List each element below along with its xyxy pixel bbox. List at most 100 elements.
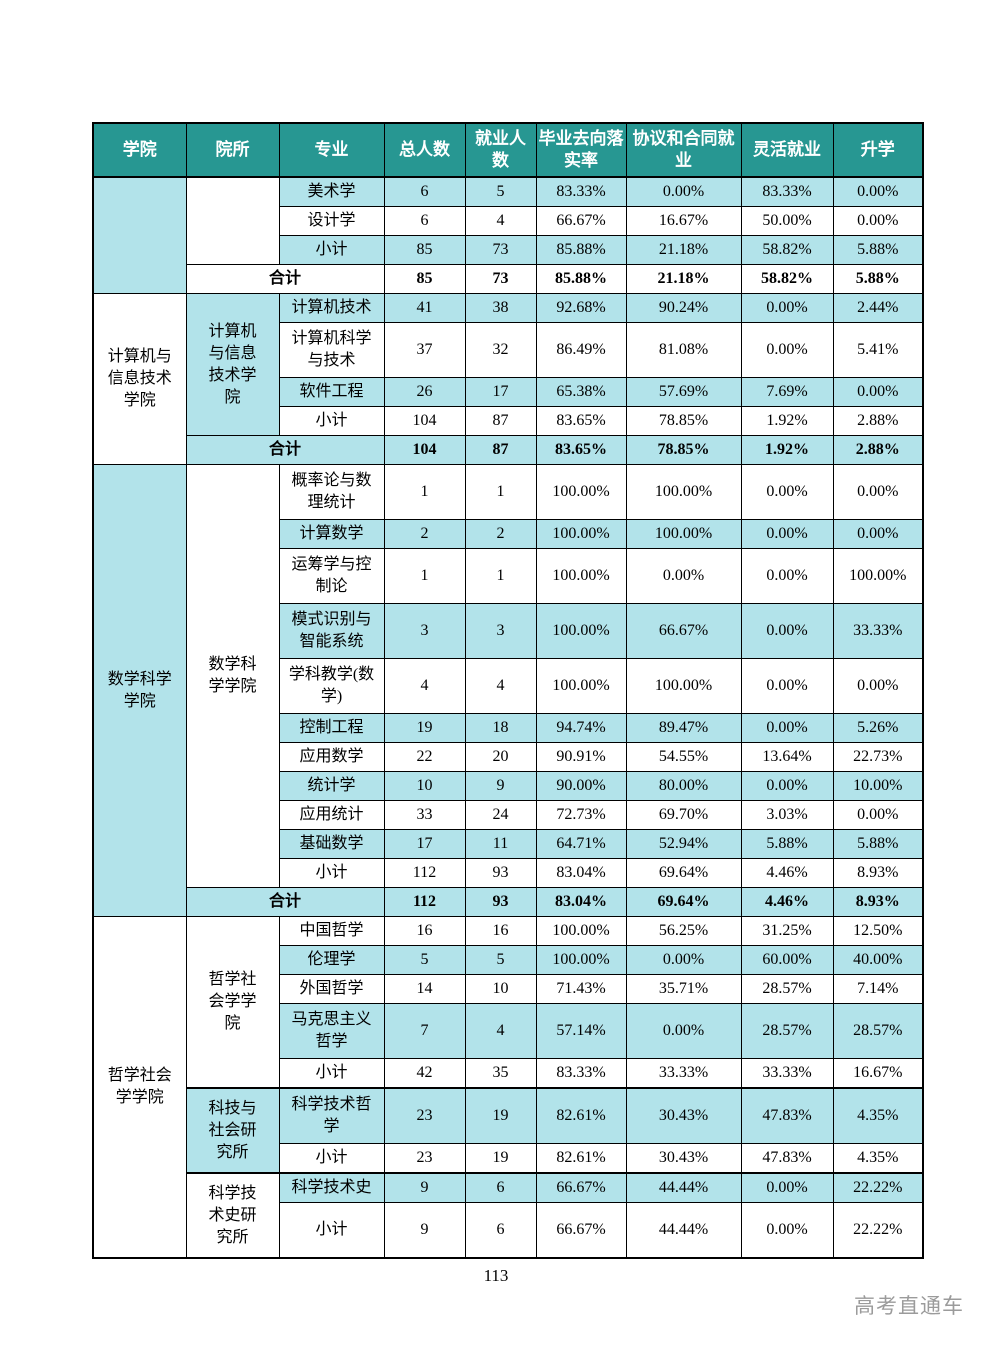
value-cell: 54.55%: [625, 742, 742, 772]
major-cell: 设计学: [278, 206, 385, 236]
value-cell: 0.00%: [832, 206, 924, 236]
value-cell: 0.00%: [740, 1172, 834, 1203]
value-cell: 30.43%: [625, 1087, 742, 1144]
column-header: 就业人数: [464, 122, 537, 178]
watermark: 高考直通车: [854, 1294, 964, 1318]
value-cell: 28.57%: [740, 1003, 834, 1059]
value-cell: 112: [383, 858, 466, 888]
value-cell: 94.74%: [535, 713, 627, 743]
value-cell: 2.88%: [832, 406, 924, 436]
value-cell: 87: [464, 406, 537, 436]
value-cell: 12.50%: [832, 916, 924, 946]
value-cell: 4: [464, 1003, 537, 1059]
column-header: 毕业去向落实率: [535, 122, 627, 178]
value-cell: 1: [383, 464, 466, 520]
value-cell: 32: [464, 322, 537, 378]
value-cell: 40.00%: [832, 945, 924, 975]
total-label-cell: 合计: [185, 887, 385, 917]
table-row: 科技与社会研究所 科学技术哲学 23 19 82.61% 30.43% 47.83% 4.35…: [93, 1087, 924, 1174]
employment-table: 学院 院所 专业 总人数 就业人数 毕业去向落实率 协议和合同就业 灵活就业 升学 美术学 6 5 8…: [92, 122, 924, 1259]
section-total-row: 合计 85 73 85.88% 21.18% 58.82% 5.88%: [93, 264, 924, 294]
value-cell: 9: [383, 1172, 466, 1203]
value-cell: 60.00%: [740, 945, 834, 975]
value-cell: 5.41%: [832, 322, 924, 378]
value-cell: 28.57%: [832, 1003, 924, 1059]
institute-cell: 科学技术史研究所: [185, 1172, 280, 1259]
section-total-row: 合计 104 87 83.65% 78.85% 1.92% 2.88%: [93, 435, 924, 465]
total-value-cell: 58.82%: [740, 264, 834, 294]
value-cell: 4.35%: [832, 1143, 924, 1174]
page-number: 113: [483, 1266, 509, 1285]
table-row: 小计 112 93 83.04% 69.64% 4.46% 8.93%: [93, 858, 924, 888]
table-row: 小计 9 6 66.67% 44.44% 0.00% 22.22%: [93, 1202, 924, 1259]
total-value-cell: 83.65%: [535, 435, 627, 465]
value-cell: 3: [383, 603, 466, 659]
value-cell: 69.64%: [625, 858, 742, 888]
value-cell: 0.00%: [740, 603, 834, 659]
value-cell: 0.00%: [740, 658, 834, 714]
major-cell: 软件工程: [278, 377, 385, 407]
value-cell: 6: [383, 206, 466, 236]
value-cell: 30.43%: [625, 1143, 742, 1174]
value-cell: 41: [383, 293, 466, 323]
value-cell: 0.00%: [625, 548, 742, 604]
major-cell: 小计: [278, 1143, 385, 1174]
total-label-cell: 合计: [185, 435, 385, 465]
value-cell: 1: [464, 464, 537, 520]
value-cell: 8.93%: [832, 858, 924, 888]
value-cell: 83.65%: [535, 406, 627, 436]
major-cell: 概率论与数理统计: [278, 464, 385, 520]
table-row: 科学技术史研究所 科学技术史 9 6 66.67% 44.44% 0.00% 22.22%: [93, 1172, 924, 1259]
major-cell: 科学技术史: [278, 1172, 385, 1203]
column-header: 总人数: [383, 122, 466, 178]
value-cell: 4.35%: [832, 1087, 924, 1144]
value-cell: 80.00%: [625, 771, 742, 801]
table-row: 伦理学 5 5 100.00% 0.00% 60.00% 40.00%: [93, 945, 924, 975]
table-row: 基础数学 17 11 64.71% 52.94% 5.88% 5.88%: [93, 829, 924, 859]
value-cell: 0.00%: [740, 713, 834, 743]
value-cell: 28.57%: [740, 974, 834, 1004]
table-row: 小计 23 19 82.61% 30.43% 47.83% 4.35%: [93, 1143, 924, 1174]
value-cell: 3.03%: [740, 800, 834, 830]
value-cell: 57.69%: [625, 377, 742, 407]
value-cell: 33.33%: [740, 1058, 834, 1089]
value-cell: 22: [383, 742, 466, 772]
total-value-cell: 104: [383, 435, 466, 465]
value-cell: 52.94%: [625, 829, 742, 859]
institute-cell: 科技与社会研究所: [185, 1087, 280, 1174]
value-cell: 100.00%: [625, 658, 742, 714]
college-cell: [92, 176, 187, 294]
college-cell: 计算机与信息技术学院: [92, 293, 187, 465]
value-cell: 100.00%: [535, 548, 627, 604]
value-cell: 0.00%: [832, 519, 924, 549]
value-cell: 10: [383, 771, 466, 801]
total-value-cell: 2.88%: [832, 435, 924, 465]
total-value-cell: 73: [464, 264, 537, 294]
value-cell: 90.24%: [625, 293, 742, 323]
total-value-cell: 85.88%: [535, 264, 627, 294]
value-cell: 66.67%: [535, 1202, 627, 1259]
column-header: 学院: [92, 122, 187, 178]
value-cell: 2: [383, 519, 466, 549]
value-cell: 21.18%: [625, 235, 742, 265]
table-row: 运筹学与控制论 1 1 100.00% 0.00% 0.00% 100.00%: [93, 548, 924, 604]
value-cell: 44.44%: [625, 1202, 742, 1259]
major-cell: 马克思主义哲学: [278, 1003, 385, 1059]
major-cell: 小计: [278, 1058, 385, 1089]
value-cell: 0.00%: [740, 1202, 834, 1259]
value-cell: 16.67%: [625, 206, 742, 236]
value-cell: 4: [464, 206, 537, 236]
value-cell: 14: [383, 974, 466, 1004]
value-cell: 0.00%: [740, 519, 834, 549]
major-cell: 应用统计: [278, 800, 385, 830]
value-cell: 0.00%: [832, 658, 924, 714]
major-cell: 伦理学: [278, 945, 385, 975]
major-cell: 小计: [278, 406, 385, 436]
major-cell: 外国哲学: [278, 974, 385, 1004]
section-total-row: 合计 112 93 83.04% 69.64% 4.46% 8.93%: [93, 887, 924, 917]
value-cell: 1: [383, 548, 466, 604]
value-cell: 42: [383, 1058, 466, 1089]
value-cell: 0.00%: [740, 548, 834, 604]
value-cell: 81.08%: [625, 322, 742, 378]
value-cell: 10.00%: [832, 771, 924, 801]
